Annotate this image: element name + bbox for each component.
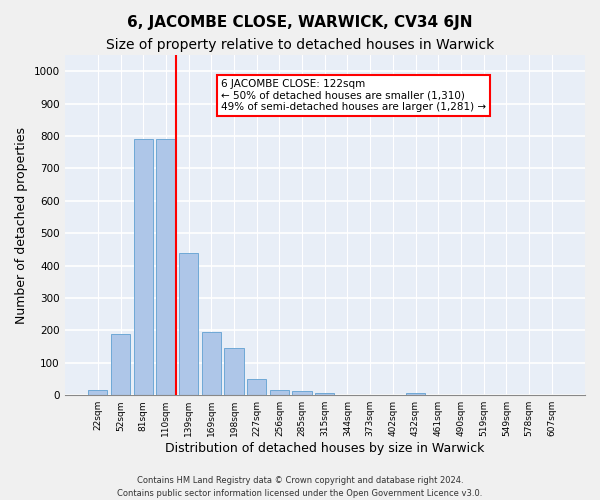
Text: 6, JACOMBE CLOSE, WARWICK, CV34 6JN: 6, JACOMBE CLOSE, WARWICK, CV34 6JN <box>127 15 473 30</box>
Bar <box>315 392 334 395</box>
Text: 6 JACOMBE CLOSE: 122sqm
← 50% of detached houses are smaller (1,310)
49% of semi: 6 JACOMBE CLOSE: 122sqm ← 50% of detache… <box>221 79 486 112</box>
Text: Contains HM Land Registry data © Crown copyright and database right 2024.: Contains HM Land Registry data © Crown c… <box>137 476 463 485</box>
Bar <box>270 390 289 395</box>
Bar <box>156 139 176 395</box>
Text: Size of property relative to detached houses in Warwick: Size of property relative to detached ho… <box>106 38 494 52</box>
X-axis label: Distribution of detached houses by size in Warwick: Distribution of detached houses by size … <box>165 442 484 455</box>
Y-axis label: Number of detached properties: Number of detached properties <box>15 126 28 324</box>
Bar <box>292 392 312 395</box>
Bar <box>224 348 244 395</box>
Bar <box>247 379 266 395</box>
Bar <box>88 390 107 395</box>
Bar <box>179 252 198 395</box>
Text: Contains public sector information licensed under the Open Government Licence v3: Contains public sector information licen… <box>118 488 482 498</box>
Bar <box>134 139 153 395</box>
Bar <box>406 392 425 395</box>
Bar <box>111 334 130 395</box>
Bar <box>202 332 221 395</box>
